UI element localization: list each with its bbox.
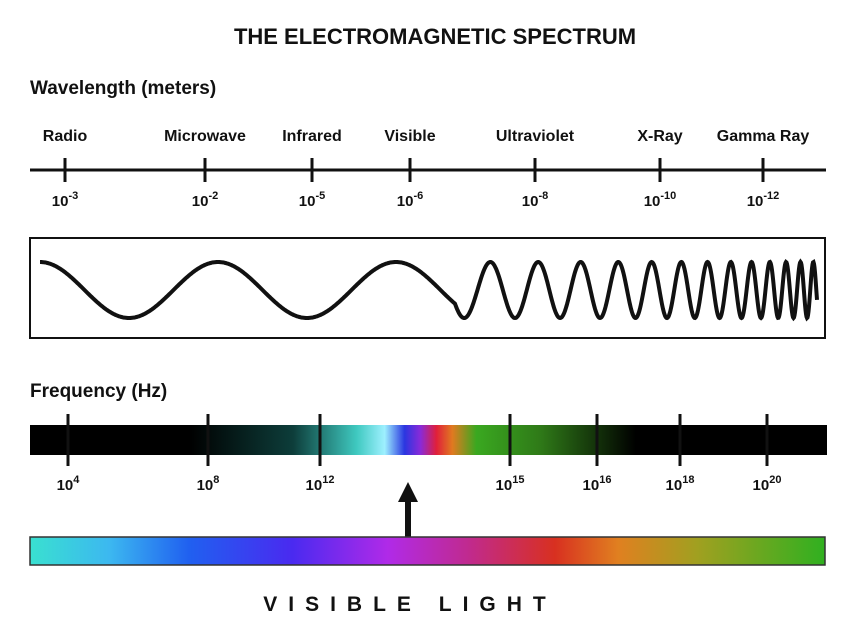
- tick-exponent: -8: [538, 190, 548, 202]
- tick-base: 10: [583, 477, 600, 494]
- tick-base: 10: [197, 477, 214, 494]
- frequency-bar: [30, 425, 827, 455]
- tick-label: 1016: [583, 474, 612, 494]
- tick-base: 10: [522, 193, 539, 210]
- tick-exponent: 15: [512, 474, 524, 486]
- band-name: X-Ray: [637, 128, 682, 145]
- tick-base: 10: [496, 477, 513, 494]
- tick-label: 10-8: [522, 190, 548, 210]
- tick-base: 10: [644, 193, 661, 210]
- tick-base: 10: [753, 477, 770, 494]
- tick-label: 10-2: [192, 190, 218, 210]
- tick-base: 10: [397, 193, 414, 210]
- tick-exponent: 12: [322, 474, 334, 486]
- tick-exponent: -3: [68, 190, 78, 202]
- tick-exponent: -12: [763, 190, 779, 202]
- wave: [40, 258, 819, 322]
- tick-label: 10-3: [52, 190, 78, 210]
- band-name: Infrared: [282, 128, 342, 145]
- tick-exponent: 18: [682, 474, 694, 486]
- band-name: Microwave: [164, 128, 246, 145]
- tick-label: 1020: [753, 474, 782, 494]
- tick-label: 10-5: [299, 190, 325, 210]
- tick-label: 1012: [306, 474, 335, 494]
- tick-base: 10: [299, 193, 316, 210]
- tick-label: 1018: [666, 474, 695, 494]
- tick-label: 10-6: [397, 190, 423, 210]
- tick-exponent: 16: [599, 474, 611, 486]
- tick-label: 10-12: [747, 190, 780, 210]
- tick-exponent: -5: [315, 190, 325, 202]
- band-name: Gamma Ray: [717, 128, 810, 145]
- tick-base: 10: [57, 477, 74, 494]
- tick-exponent: -6: [413, 190, 423, 202]
- tick-label: 10-10: [644, 190, 677, 210]
- tick-label: 104: [57, 474, 81, 494]
- frequency-label: Frequency (Hz): [30, 381, 167, 402]
- tick-base: 10: [666, 477, 683, 494]
- visible-bar: [29, 536, 826, 566]
- tick-exponent: -10: [660, 190, 676, 202]
- tick-label: 1015: [496, 474, 525, 494]
- title: THE ELECTROMAGNETIC SPECTRUM: [234, 24, 636, 49]
- wave-box: [29, 237, 826, 339]
- band-name: Visible: [384, 128, 435, 145]
- tick-base: 10: [192, 193, 209, 210]
- tick-exponent: 8: [213, 474, 219, 486]
- band-name: Ultraviolet: [496, 128, 575, 145]
- tick-label: 108: [197, 474, 220, 494]
- tick-exponent: 20: [769, 474, 781, 486]
- wavelength-label: Wavelength (meters): [30, 78, 216, 99]
- band-name: Radio: [43, 128, 88, 145]
- tick-base: 10: [306, 477, 323, 494]
- tick-base: 10: [747, 193, 764, 210]
- arrow-head: [398, 482, 418, 502]
- tick-exponent: 4: [73, 474, 80, 486]
- tick-base: 10: [52, 193, 69, 210]
- visible-light-label: VISIBLE LIGHT: [263, 593, 557, 616]
- tick-exponent: -2: [208, 190, 218, 202]
